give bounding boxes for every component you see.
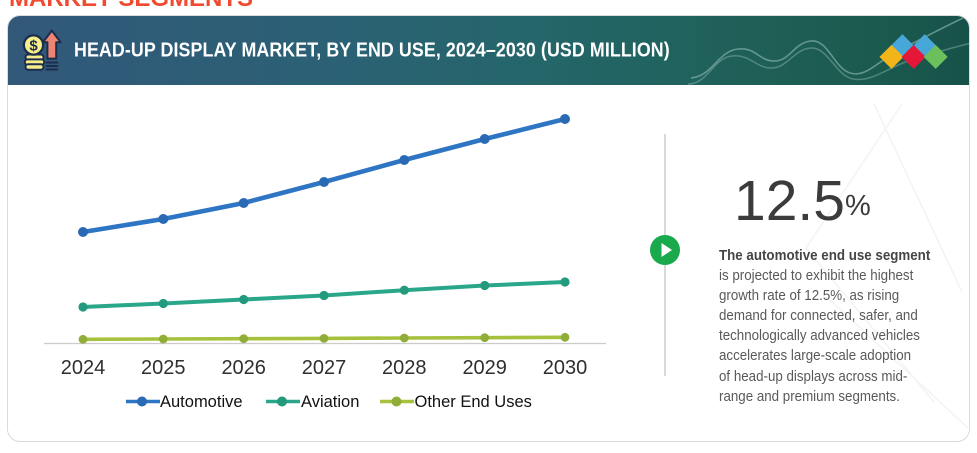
svg-text:$: $ (29, 38, 38, 55)
